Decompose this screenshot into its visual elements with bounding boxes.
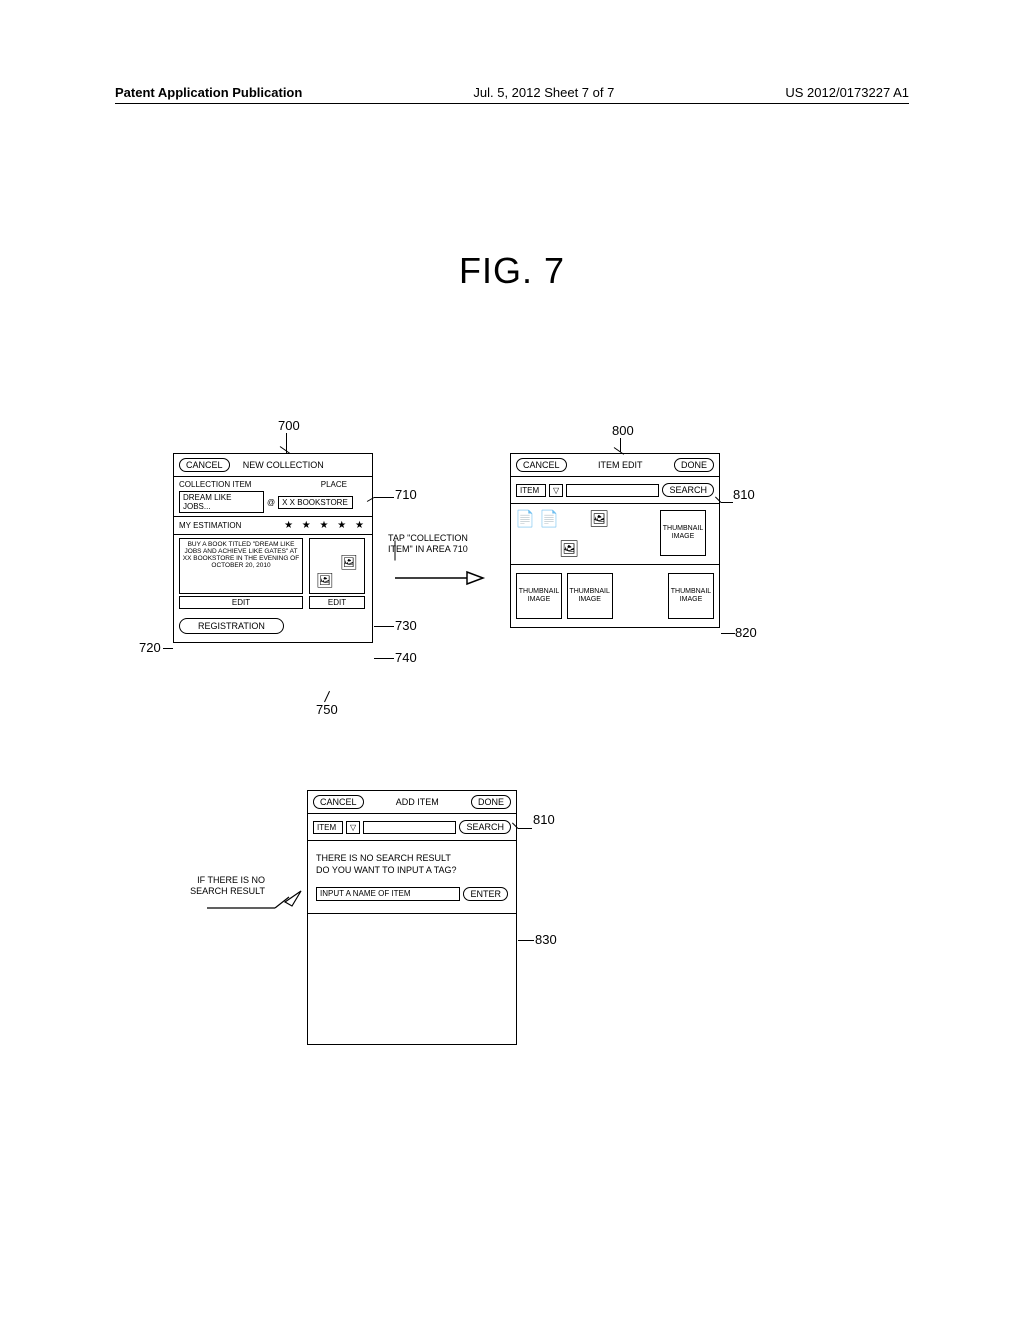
estimation-label: MY ESTIMATION: [179, 521, 241, 530]
cancel-button-800[interactable]: CANCEL: [516, 458, 567, 472]
ref-720: 720: [139, 640, 161, 655]
transition-note: TAP "COLLECTION ITEM" IN AREA 710: [388, 533, 478, 555]
ref-730: 730: [395, 618, 417, 633]
section-830: THERE IS NO SEARCH RESULT DO YOU WANT TO…: [308, 841, 516, 914]
edit-button-left[interactable]: EDIT: [179, 596, 303, 609]
screen-add-item: CANCEL ADD ITEM DONE ITEM ▽ SEARCH THERE…: [307, 790, 517, 1045]
item-type-field-add[interactable]: ITEM: [313, 821, 343, 834]
result-icon-3[interactable]: 🖼: [590, 510, 608, 528]
no-result-msg1: THERE IS NO SEARCH RESULT: [316, 853, 508, 863]
no-result-msg2: DO YOU WANT TO INPUT A TAG?: [316, 865, 508, 875]
section-810-add: ITEM ▽ SEARCH: [308, 814, 516, 841]
registration-button[interactable]: REGISTRATION: [179, 618, 284, 634]
screen-title: NEW COLLECTION: [243, 460, 324, 470]
at-symbol: @: [267, 498, 275, 507]
collection-item-input[interactable]: DREAM LIKE JOBS...: [179, 491, 264, 513]
header-center: Jul. 5, 2012 Sheet 7 of 7: [473, 85, 614, 100]
titlebar-800: CANCEL ITEM EDIT DONE: [511, 454, 719, 477]
result-icon-4[interactable]: 🖼: [560, 540, 578, 558]
ref-800: 800: [612, 423, 634, 438]
titlebar-add: CANCEL ADD ITEM DONE: [308, 791, 516, 814]
section-estimation: MY ESTIMATION ★ ★ ★ ★ ★: [174, 517, 372, 535]
section-820-bottom: THUMBNAIL IMAGE THUMBNAIL IMAGE THUMBNAI…: [511, 565, 719, 627]
cancel-button[interactable]: CANCEL: [179, 458, 230, 472]
thumbnail-top[interactable]: THUMBNAIL IMAGE: [660, 510, 706, 556]
ref-830: 830: [535, 932, 557, 947]
item-type-field[interactable]: ITEM: [516, 484, 546, 497]
page-header: Patent Application Publication Jul. 5, 2…: [115, 85, 909, 104]
screen-800: CANCEL ITEM EDIT DONE ITEM ▽ SEARCH 📄 📄 …: [510, 453, 720, 628]
ref-810b: 810: [533, 812, 555, 827]
ref-710: 710: [395, 487, 417, 502]
thumb-icon-2: 🖼: [316, 571, 334, 589]
header-left: Patent Application Publication: [115, 85, 302, 100]
ref-740: 740: [395, 650, 417, 665]
screen-title-800: ITEM EDIT: [598, 460, 643, 470]
screen-700: CANCEL NEW COLLECTION COLLECTION ITEM PL…: [173, 453, 373, 643]
dropdown-icon[interactable]: ▽: [549, 484, 563, 497]
ref-810a: 810: [733, 487, 755, 502]
star-rating[interactable]: ★ ★ ★ ★ ★: [284, 520, 367, 531]
thumbnail-1[interactable]: THUMBNAIL IMAGE: [516, 573, 562, 619]
memo-text: BUY A BOOK TITLED "DREAM LIKE JOBS AND A…: [179, 538, 303, 594]
label-collection-item: COLLECTION ITEM: [179, 480, 251, 489]
titlebar-700: CANCEL NEW COLLECTION: [174, 454, 372, 477]
place-input[interactable]: X X BOOKSTORE: [278, 496, 353, 509]
no-result-note: IF THERE IS NO SEARCH RESULT: [175, 875, 265, 897]
section-710: COLLECTION ITEM PLACE DREAM LIKE JOBS...…: [174, 477, 372, 517]
thumbnail-2[interactable]: THUMBNAIL IMAGE: [567, 573, 613, 619]
done-button-800[interactable]: DONE: [674, 458, 714, 472]
enter-button[interactable]: ENTER: [463, 887, 508, 901]
dropdown-icon-add[interactable]: ▽: [346, 821, 360, 834]
search-button-800[interactable]: SEARCH: [662, 483, 714, 497]
cancel-button-add[interactable]: CANCEL: [313, 795, 364, 809]
ref-700: 700: [278, 418, 300, 433]
label-place: PLACE: [321, 480, 347, 489]
section-720: BUY A BOOK TITLED "DREAM LIKE JOBS AND A…: [174, 535, 372, 612]
edit-button-right[interactable]: EDIT: [309, 596, 365, 609]
section-820-top: 📄 📄 🖼 🖼 THUMBNAIL IMAGE: [511, 504, 719, 565]
ref-820: 820: [735, 625, 757, 640]
done-button-add[interactable]: DONE: [471, 795, 511, 809]
search-button-add[interactable]: SEARCH: [459, 820, 511, 834]
header-right: US 2012/0173227 A1: [785, 85, 909, 100]
thumbnail-3[interactable]: THUMBNAIL IMAGE: [668, 573, 714, 619]
search-input-add[interactable]: [363, 821, 456, 834]
ref-750: 750: [316, 702, 338, 717]
result-icon-1[interactable]: 📄: [516, 510, 534, 528]
thumb-icon-1: 🖼: [340, 553, 358, 571]
result-icon-2[interactable]: 📄: [540, 510, 558, 528]
search-input-800[interactable]: [566, 484, 659, 497]
section-810: ITEM ▽ SEARCH: [511, 477, 719, 504]
screen-title-add: ADD ITEM: [396, 797, 439, 807]
tag-input[interactable]: INPUT A NAME OF ITEM: [316, 887, 460, 901]
figure-title: FIG. 7: [0, 250, 1024, 292]
